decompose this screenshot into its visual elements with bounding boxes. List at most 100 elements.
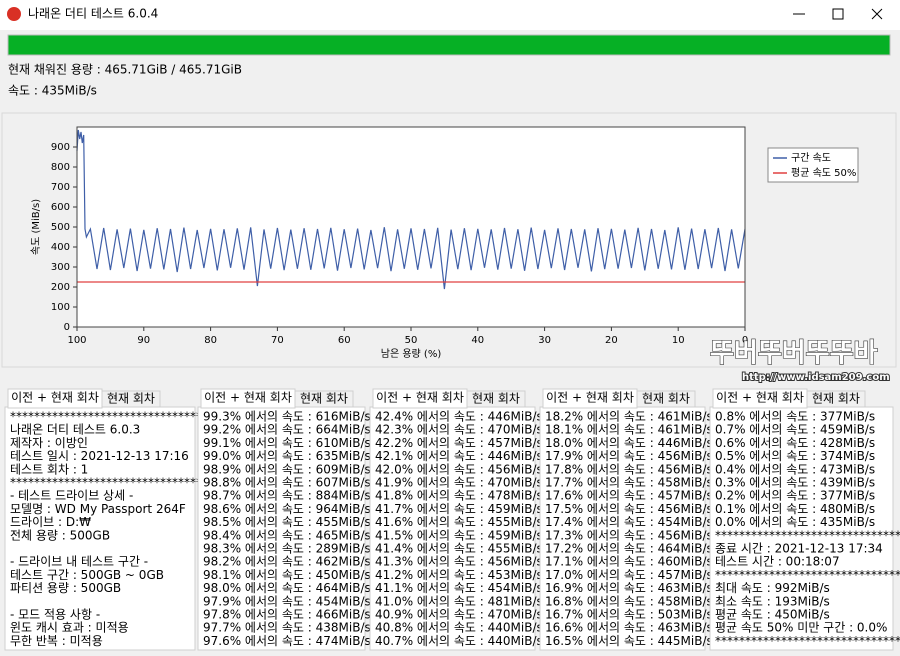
y-tick-label: 900 [51, 142, 70, 153]
tab-label[interactable]: 현재 회차 [472, 392, 520, 406]
tab-label[interactable]: 현재 회차 [642, 392, 690, 406]
log-line: 41.3% 에서의 속도 : 456MiB/s [375, 555, 543, 569]
log-line: ********************************* [715, 634, 900, 648]
log-line: 0.5% 에서의 속도 : 374MiB/s [715, 449, 875, 463]
log-line: 테스트 회차 : 1 [10, 462, 88, 476]
log-line: 41.5% 에서의 속도 : 459MiB/s [375, 528, 543, 542]
x-tick-label: 40 [471, 335, 484, 346]
y-tick-label: 800 [51, 162, 70, 173]
log-line: 평균 속도 : 450MiB/s [715, 608, 830, 622]
log-line: 17.0% 에서의 속도 : 457MiB/s [545, 568, 713, 582]
log-line: 99.1% 에서의 속도 : 610MiB/s [203, 436, 371, 450]
log-line: 테스트 일시 : 2021-12-13 17:16 [10, 449, 189, 463]
watermark-url: http://www.idsam209.com [742, 372, 890, 383]
log-line: 42.0% 에서의 속도 : 456MiB/s [375, 462, 543, 476]
log-line: 0.2% 에서의 속도 : 377MiB/s [715, 489, 875, 503]
log-line: 16.5% 에서의 속도 : 445MiB/s [545, 634, 713, 648]
log-line: 41.2% 에서의 속도 : 453MiB/s [375, 568, 543, 582]
legend-label: 구간 속도 [791, 152, 831, 164]
x-tick-label: 30 [538, 335, 551, 346]
progress-bar [7, 34, 891, 56]
y-axis-label: 속도 (MiB/s) [30, 199, 42, 255]
tab[interactable] [636, 390, 696, 408]
x-tick-label: 100 [67, 335, 86, 346]
log-line: 18.2% 에서의 속도 : 461MiB/s [545, 410, 713, 424]
log-line: 16.6% 에서의 속도 : 463MiB/s [545, 621, 713, 635]
log-line: - 모드 적용 사항 - [10, 608, 100, 622]
y-tick-label: 600 [51, 202, 70, 213]
plot-area [77, 127, 745, 327]
tab[interactable] [101, 390, 161, 408]
log-line: 0.4% 에서의 속도 : 473MiB/s [715, 462, 875, 476]
panel [539, 406, 706, 651]
log-line: 테스트 시간 : 00:18:07 [715, 555, 840, 569]
log-line: ********************************* [715, 568, 900, 582]
log-line: 97.8% 에서의 속도 : 466MiB/s [203, 608, 371, 622]
tab-label[interactable]: 이전 + 현재 회차 [376, 391, 464, 405]
log-line: 16.8% 에서의 속도 : 458MiB/s [545, 594, 713, 608]
speed: 속도 : 435MiB/s [8, 84, 97, 98]
filled-capacity: 현재 채워진 용량 : 465.71GiB / 465.71GiB [8, 63, 242, 77]
y-tick-label: 100 [51, 302, 70, 313]
log-line: 99.3% 에서의 속도 : 616MiB/s [203, 410, 371, 424]
log-line: 98.6% 에서의 속도 : 964MiB/s [203, 502, 371, 516]
x-tick-label: 70 [271, 335, 284, 346]
log-line: 최소 속도 : 193MiB/s [715, 594, 830, 608]
log-line: 41.6% 에서의 속도 : 455MiB/s [375, 515, 543, 529]
x-tick-label: 0 [742, 335, 748, 346]
log-line: 테스트 구간 : 500GB ~ 0GB [10, 568, 164, 582]
log-line: 무한 반복 : 미적용 [10, 634, 103, 648]
log-line: 0.0% 에서의 속도 : 435MiB/s [715, 515, 875, 529]
x-tick-label: 20 [605, 335, 618, 346]
y-tick-label: 300 [51, 262, 70, 273]
log-line: - 드라이브 내 테스트 구간 - [10, 555, 148, 569]
tab-label[interactable]: 현재 회차 [107, 392, 155, 406]
log-line: 98.0% 에서의 속도 : 464MiB/s [203, 581, 371, 595]
tab-label[interactable]: 현재 회차 [300, 392, 348, 406]
tab[interactable] [294, 390, 354, 408]
log-line: 전체 용량 : 500GB [10, 528, 110, 542]
log-line: 17.1% 에서의 속도 : 460MiB/s [545, 555, 713, 569]
tab[interactable] [806, 390, 866, 408]
log-line: 98.9% 에서의 속도 : 609MiB/s [203, 462, 371, 476]
close-button[interactable] [871, 8, 883, 20]
tab-label[interactable]: 이전 + 현재 회차 [716, 391, 804, 405]
log-line: 0.3% 에서의 속도 : 439MiB/s [715, 476, 875, 490]
log-line: 40.7% 에서의 속도 : 440MiB/s [375, 634, 543, 648]
log-line: 17.9% 에서의 속도 : 456MiB/s [545, 449, 713, 463]
log-line: 제작자 : 이방인 [10, 436, 88, 450]
tab-label[interactable]: 이전 + 현재 회차 [204, 391, 292, 405]
log-line: 16.9% 에서의 속도 : 463MiB/s [545, 581, 713, 595]
y-tick-label: 0 [64, 322, 70, 333]
tab-label[interactable]: 이전 + 현재 회차 [11, 391, 99, 405]
log-line: 41.7% 에서의 속도 : 459MiB/s [375, 502, 543, 516]
log-line: 17.2% 에서의 속도 : 464MiB/s [545, 542, 713, 556]
x-tick-label: 90 [137, 335, 150, 346]
y-tick-label: 500 [51, 222, 70, 233]
log-line: 16.7% 에서의 속도 : 503MiB/s [545, 608, 713, 622]
panel [4, 406, 196, 651]
log-line: 98.4% 에서의 속도 : 465MiB/s [203, 528, 371, 542]
tab[interactable] [466, 390, 526, 408]
y-tick-label: 700 [51, 182, 70, 193]
log-line: 98.5% 에서의 속도 : 455MiB/s [203, 515, 371, 529]
log-line: 종료 시간 : 2021-12-13 17:34 [715, 542, 883, 556]
panel [197, 406, 366, 651]
log-line: 97.9% 에서의 속도 : 454MiB/s [203, 594, 371, 608]
maximize-button[interactable] [832, 8, 844, 20]
tab-label[interactable]: 현재 회차 [812, 392, 860, 406]
log-line: 17.4% 에서의 속도 : 454MiB/s [545, 515, 713, 529]
log-line: ********************************* [715, 528, 900, 542]
tab-label[interactable]: 이전 + 현재 회차 [546, 391, 634, 405]
watermark-logo: 뚜버뚜버뚜뚜바 [710, 339, 878, 369]
y-tick-label: 200 [51, 282, 70, 293]
log-line: 17.6% 에서의 속도 : 457MiB/s [545, 489, 713, 503]
x-tick-label: 60 [338, 335, 351, 346]
log-line: 40.8% 에서의 속도 : 440MiB/s [375, 621, 543, 635]
window-title: 나래온 더티 테스트 6.0.4 [28, 7, 158, 21]
log-line: ********************************* [10, 410, 208, 424]
panel [709, 406, 894, 651]
legend-box [767, 147, 859, 183]
log-line: 모델명 : WD My Passport 264F [10, 502, 186, 516]
